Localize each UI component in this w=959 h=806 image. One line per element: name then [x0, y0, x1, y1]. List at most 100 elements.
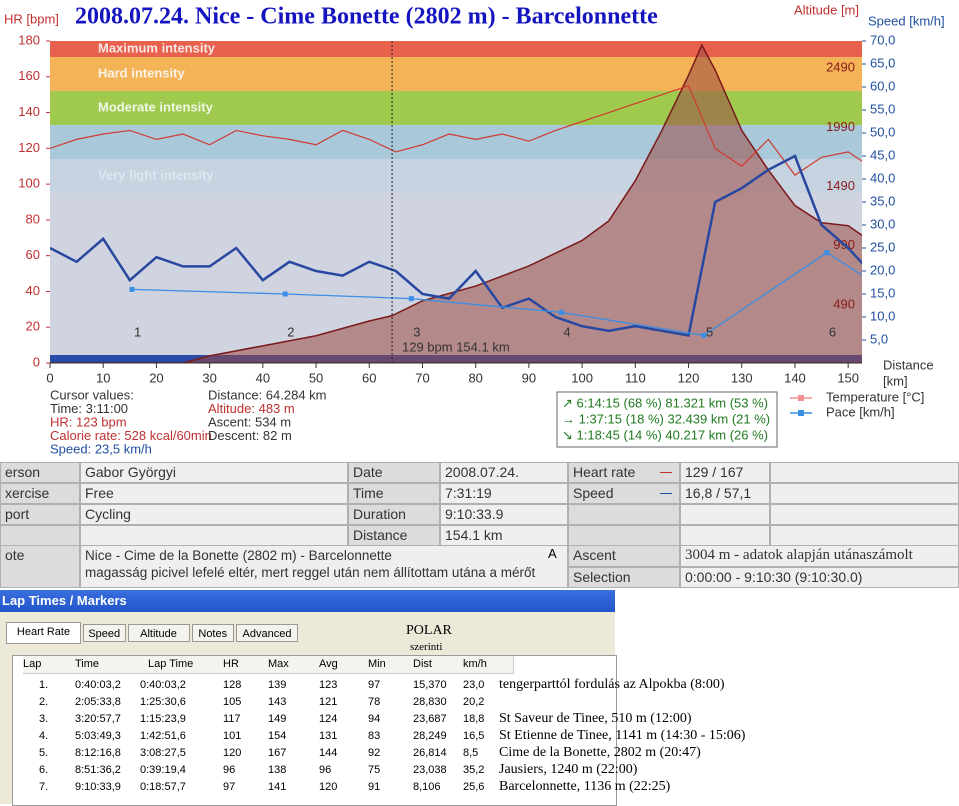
legend-label: Pace [km/h] [826, 404, 895, 419]
cell: 154 [268, 730, 287, 742]
cell: 92 [368, 747, 381, 759]
cell: 149 [268, 713, 287, 725]
pace-point [867, 278, 872, 283]
tab[interactable]: Altitude [127, 624, 190, 642]
tab[interactable]: Advanced [236, 624, 298, 642]
cell: 117 [223, 713, 241, 725]
note-box: Nice - Cime de la Bonette (2802 m) - Bar… [80, 545, 568, 588]
note-line: Nice - Cime de la Bonette (2802 m) - Bar… [85, 548, 392, 563]
y2-label: Altitude [m] [794, 2, 859, 17]
cell: 124 [319, 713, 338, 725]
column-header: Time [75, 656, 149, 674]
lap-marker: 4 [563, 324, 570, 339]
cell: 96 [223, 764, 236, 776]
cell: 1:25:30,6 [140, 696, 186, 708]
pace-point [701, 332, 707, 338]
x-tick-label: 60 [362, 370, 376, 385]
cell: 0:39:19,4 [140, 764, 186, 776]
x-tick-label: 70 [415, 370, 429, 385]
y2-tick-label: 490 [833, 296, 855, 311]
summary-line: → 1:37:15 (18 %) 32.439 km (21 %) [562, 411, 770, 426]
zone [50, 41, 862, 58]
summary-line: ↗ 6:14:15 (68 %) 81.321 km (53 %) [562, 395, 768, 410]
cursor-value: Altitude: 483 m [208, 401, 295, 416]
cell: 2. [39, 696, 49, 708]
info-value [80, 525, 348, 546]
cell: tengerparttól fordulás az Alpokba (8:00) [499, 677, 725, 692]
y-tick-label: 80 [26, 211, 40, 226]
y3-label: Speed [km/h] [868, 13, 945, 28]
info-label: Selection [568, 567, 680, 588]
y3-tick-label: 10,0 [870, 308, 895, 323]
cursor-value: Speed: 23,5 km/h [50, 441, 152, 456]
cell: Cime de la Bonette, 2802 m (20:47) [499, 745, 701, 760]
cell: 131 [319, 730, 338, 742]
x-tick-label: 150 [837, 370, 859, 385]
column-header: HR [223, 656, 269, 674]
info-label: Duration [348, 504, 440, 525]
plot: Maximum intensity Hard intensity Moderate … [50, 41, 872, 363]
cell: 8,106 [413, 781, 441, 793]
column-header: Lap Time [148, 656, 224, 674]
info-label: Speed [568, 483, 680, 504]
cell: 167 [268, 747, 287, 759]
summary-box [556, 391, 778, 448]
x-tick-label: 30 [202, 370, 216, 385]
lap-marker: 3 [413, 324, 420, 339]
lap-marker: 2 [287, 324, 294, 339]
cell: 144 [319, 747, 338, 759]
tab[interactable]: Heart Rate [6, 622, 81, 644]
cell: 26,814 [413, 747, 447, 759]
cell: 128 [223, 679, 242, 691]
cell: 5. [39, 747, 49, 759]
cell: 120 [319, 781, 338, 793]
lap-marker: 1 [134, 324, 141, 339]
legend-dash [660, 493, 672, 494]
cell: St Etienne de Tinee, 1141 m (14:30 - 15:… [499, 728, 746, 743]
cell: 23,687 [413, 713, 447, 725]
tab[interactable]: Speed [83, 624, 126, 642]
cell: 1:15:23,9 [140, 713, 186, 725]
info-value: 2008.07.24. [440, 462, 568, 483]
y-tick-label: 140 [18, 104, 40, 119]
zone-label: Hard intensity [98, 66, 185, 81]
tab[interactable]: Notes [191, 624, 234, 642]
cell: 78 [368, 696, 381, 708]
lap-window: Lap Times / Markers Heart Rate Speed Altit… [0, 590, 745, 806]
y-label: HR [bpm] [4, 11, 59, 26]
cell: 83 [368, 730, 381, 742]
legend-dash [660, 472, 672, 473]
summary-line: ↘ 1:18:45 (14 %) 40.217 km (26 %) [562, 427, 768, 442]
cell: 97 [368, 679, 381, 691]
info-label [568, 525, 680, 546]
y3-tick-label: 20,0 [870, 262, 895, 277]
y3-tick-label: 65,0 [870, 55, 895, 70]
column-header: Lap [23, 656, 76, 674]
cell: 120 [223, 747, 242, 759]
info-value [680, 525, 770, 546]
legend-label: Temperature [°C] [826, 389, 924, 404]
y3-tick-label: 15,0 [870, 285, 895, 300]
zone [50, 57, 862, 92]
info-label [568, 504, 680, 525]
cursor-value: HR: 123 bpm [50, 414, 127, 429]
column-header: Dist [413, 656, 464, 674]
y3-tick-label: 55,0 [870, 101, 895, 116]
cell: 20,2 [463, 696, 485, 708]
y-tick-label: 20 [26, 319, 40, 334]
column-header: Max [268, 656, 320, 674]
y-tick-label: 0 [33, 354, 40, 369]
cursor-value: Ascent: 534 m [208, 414, 291, 429]
cell: 8:51:36,2 [75, 764, 121, 776]
x-tick-label: 140 [784, 370, 806, 385]
y3-tick-label: 25,0 [870, 239, 895, 254]
cell: 5:03:49,3 [75, 730, 121, 742]
cell: 0:40:03,2 [75, 679, 121, 691]
annotation: 129 bpm 154.1 km [402, 339, 510, 354]
info-label: port [0, 504, 80, 525]
cell: 105 [223, 696, 242, 708]
y2-tick-label: 1990 [826, 119, 855, 134]
info-value: 9:10:33.9 [440, 504, 568, 525]
cell: 143 [268, 696, 287, 708]
info-label: Heart rate [568, 462, 680, 483]
